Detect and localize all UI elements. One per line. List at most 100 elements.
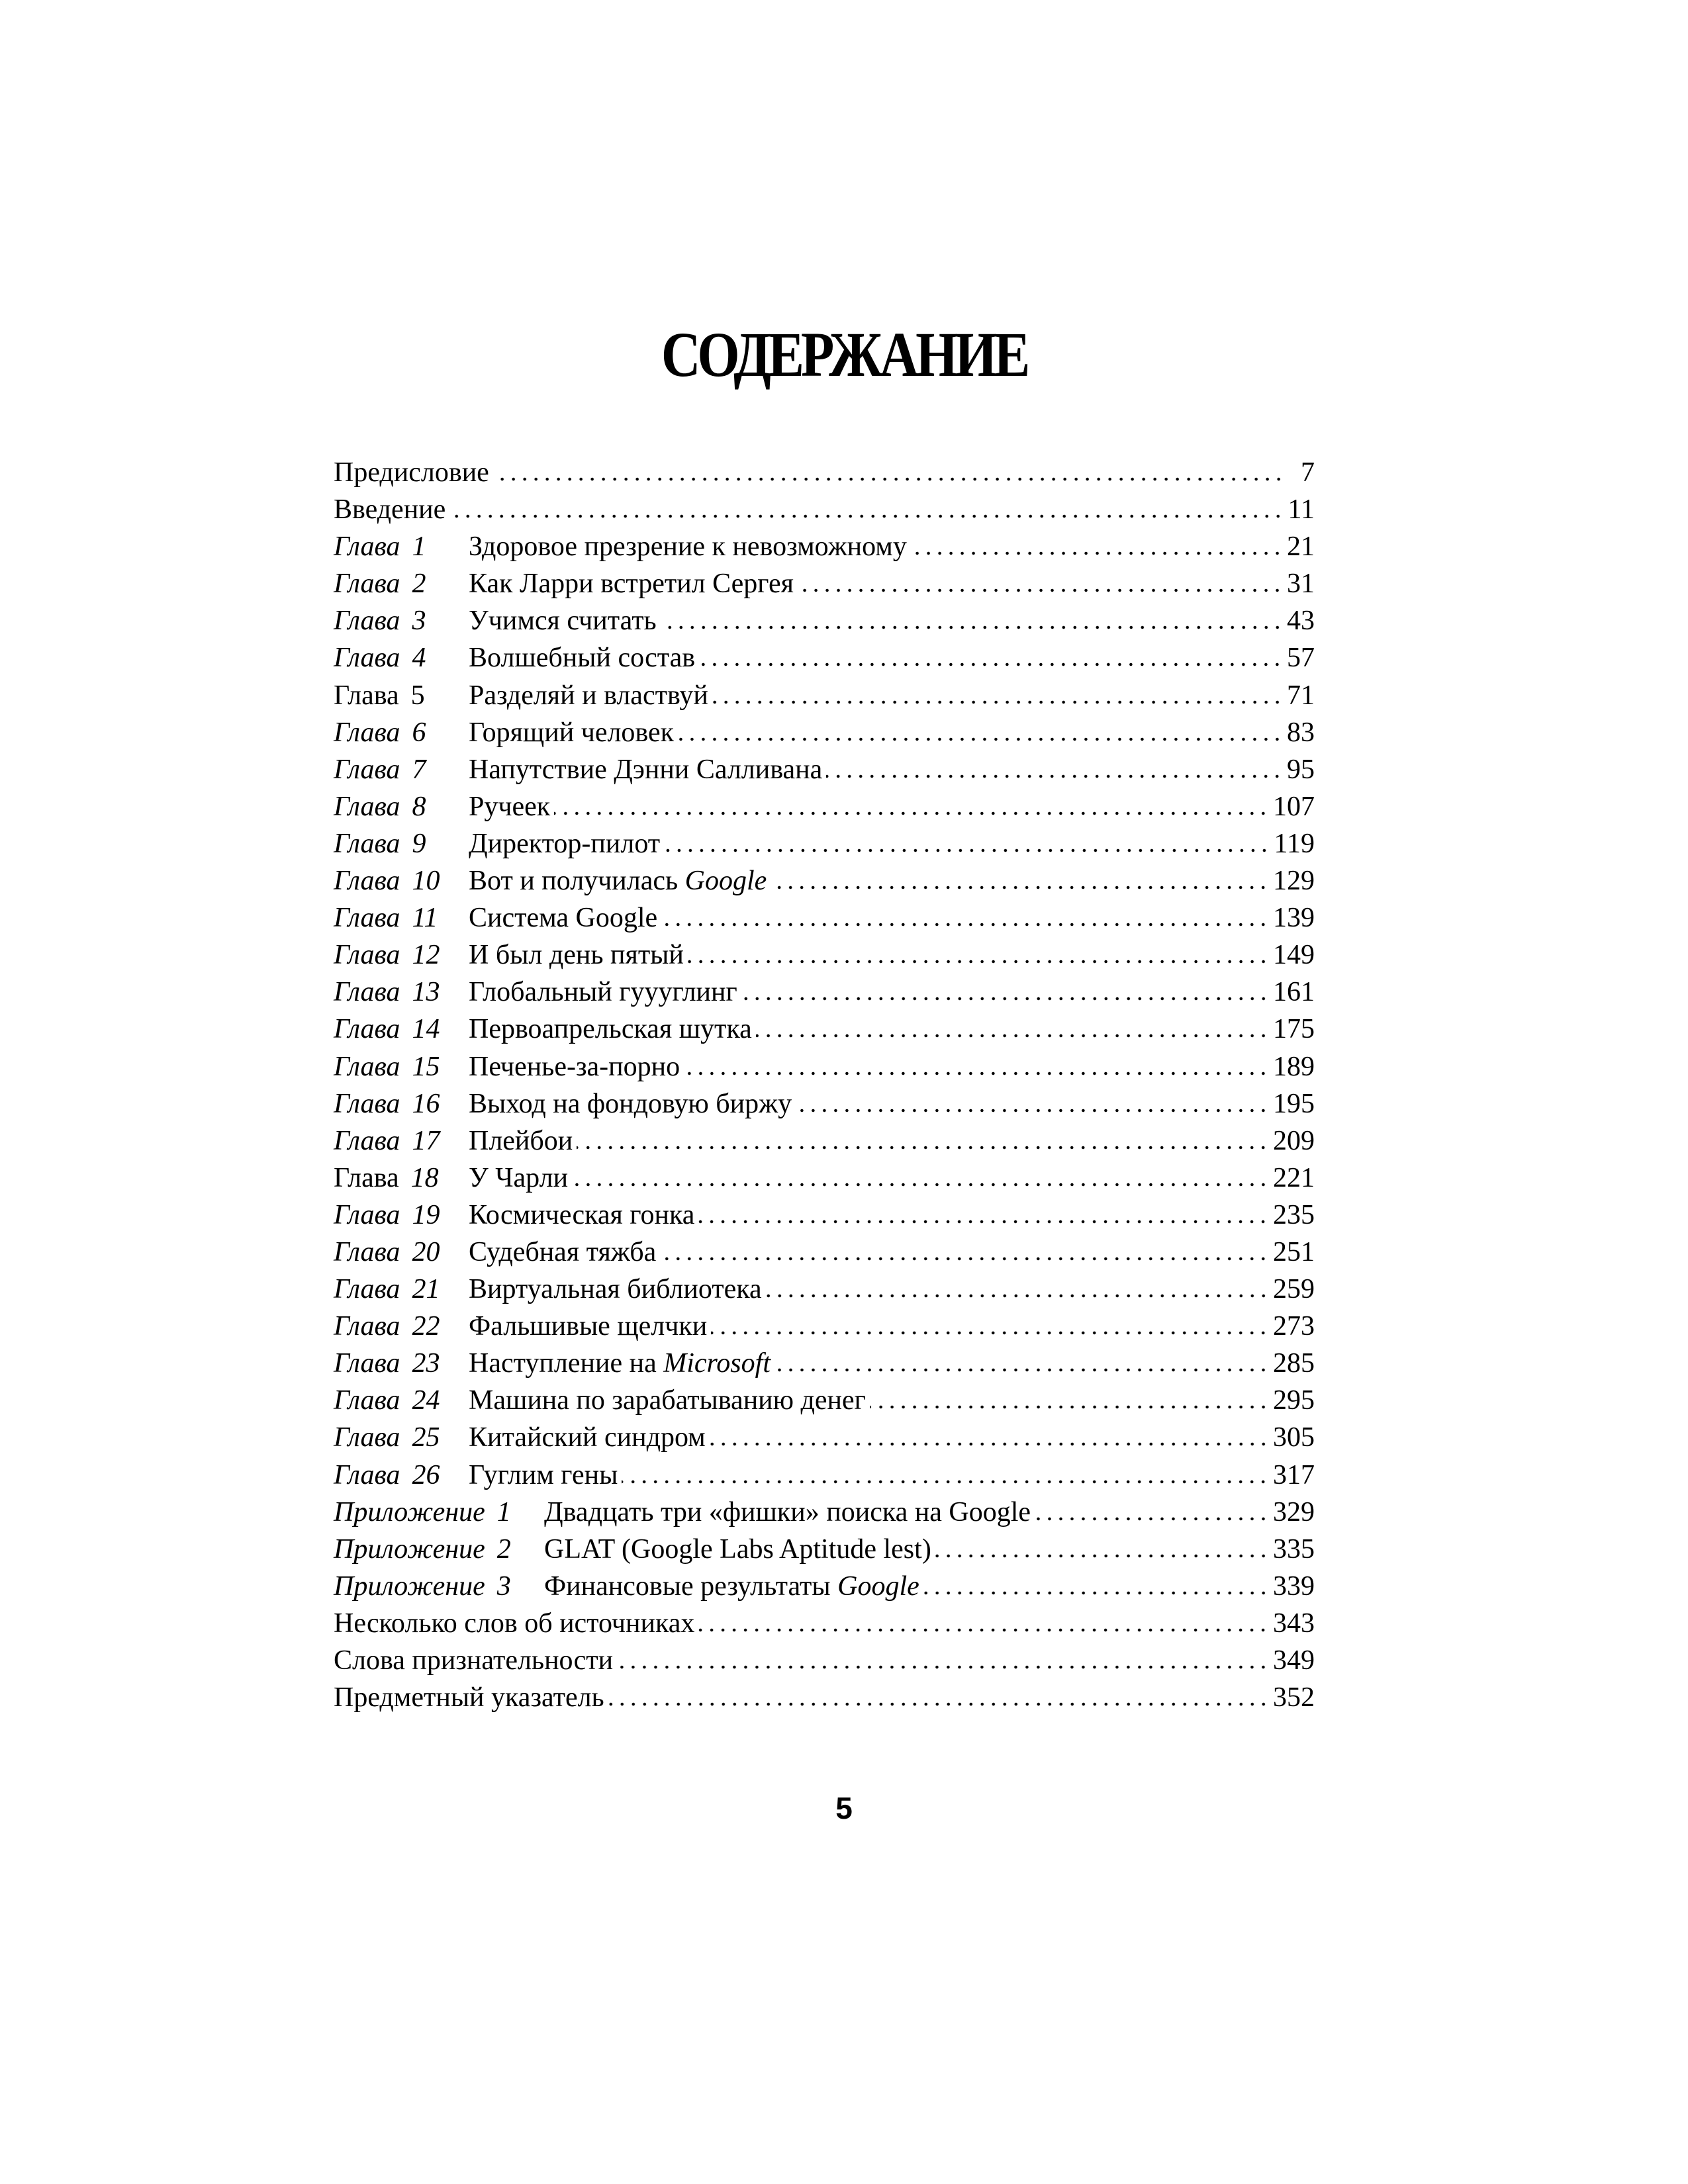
entry-label-number: 16 <box>412 1088 440 1119</box>
toc-entry[interactable]: Несколько слов об источниках 343 <box>334 1608 1315 1645</box>
entry-page-number: 305 <box>1273 1422 1315 1453</box>
entry-title-text: Разделяй и властвуй <box>469 680 708 711</box>
toc-entry[interactable]: Глава 19 Космическая гонка 235 <box>334 1199 1315 1236</box>
toc-entry[interactable]: Глава 10 Вот и получилась Google 129 <box>334 865 1315 902</box>
entry-title: Наступление на Microsoft <box>469 1347 771 1379</box>
entry-page-number: 175 <box>1273 1014 1315 1045</box>
entry-title-text: Финансовые результаты <box>544 1570 838 1602</box>
entry-title-text: Как Ларри встретил Сергея <box>469 569 794 600</box>
toc-entry[interactable]: Глава 13 Глобальный гуууглинг 161 <box>334 976 1315 1013</box>
entry-title: Гуглим гены <box>469 1459 618 1491</box>
dot-leader <box>678 737 1283 741</box>
entry-label-word: Глава <box>334 977 400 1008</box>
entry-label-word: Приложение <box>334 1570 485 1602</box>
dot-leader <box>935 1553 1269 1558</box>
entry-title-text: Фальшивые щелчки <box>469 1311 708 1342</box>
entry-title-text: Гуглим гены <box>469 1459 618 1490</box>
toc-entry[interactable]: Глава 18 У Чарли 221 <box>334 1162 1315 1199</box>
dot-leader <box>687 960 1269 964</box>
toc-entry[interactable]: Глава 4 Волшебный состав 57 <box>334 642 1315 679</box>
entry-page-number: 259 <box>1273 1274 1315 1305</box>
entry-page-number: 349 <box>1273 1645 1315 1676</box>
toc-entry[interactable]: Предисловие 7 <box>334 457 1315 494</box>
entry-label-number: 2 <box>496 1533 511 1565</box>
toc-entry[interactable]: Предметный указатель 352 <box>334 1682 1315 1719</box>
toc-entry[interactable]: Глава 9 Директор-пилот 119 <box>334 828 1315 865</box>
toc-entry[interactable]: Глава 11 Система Google 139 <box>334 902 1315 939</box>
entry-title-text: Космическая гонка <box>469 1199 695 1230</box>
entry-title-emphasis: Google <box>684 866 767 897</box>
entry-title-text: Напутствие Дэнни Салливана <box>469 754 823 785</box>
entry-label: Глава 24 <box>334 1385 469 1416</box>
entry-title-text: Слова признательности <box>334 1645 614 1676</box>
page-title: СОДЕРЖАНИЕ <box>661 319 1030 390</box>
entry-label-number: 24 <box>412 1385 440 1416</box>
entry-page-number: 119 <box>1274 828 1315 859</box>
toc-entry[interactable]: Глава 17 Плейбои 209 <box>334 1125 1315 1162</box>
dot-leader <box>699 662 1283 667</box>
entry-page-number: 83 <box>1287 717 1315 748</box>
entry-title: Судебная тяжба <box>469 1236 656 1268</box>
entry-page-number: 221 <box>1273 1162 1315 1193</box>
entry-title-text: Здоровое презрение к невозможному <box>469 531 907 563</box>
entry-page-number: 195 <box>1273 1088 1315 1119</box>
toc-entry[interactable]: Глава 2 Как Ларри встретил Сергея 31 <box>334 568 1315 605</box>
dot-leader <box>774 1368 1269 1373</box>
toc-entry[interactable]: Слова признательности 349 <box>334 1645 1315 1682</box>
entry-page-number: 335 <box>1273 1533 1315 1565</box>
toc-entry[interactable]: Глава 16 Выход на фондовую биржу 195 <box>334 1088 1315 1125</box>
toc-entry[interactable]: Приложение 2 GLAT (Google Labs Aptitude le… <box>334 1533 1315 1570</box>
toc-entry[interactable]: Приложение 1 Двадцать три «фишки» поиска н… <box>334 1496 1315 1533</box>
toc-entry[interactable]: Глава 8 Ручеек 107 <box>334 791 1315 828</box>
entry-title: У Чарли <box>469 1162 568 1194</box>
entry-title-text: У Чарли <box>469 1162 569 1193</box>
entry-label-word: Глава <box>334 680 399 711</box>
toc-entry[interactable]: Глава 1 Здоровое презрение к невозможному 2… <box>334 531 1315 568</box>
dot-leader <box>797 588 1283 593</box>
entry-title-text: Горящий человек <box>469 717 675 748</box>
dot-leader <box>712 700 1283 704</box>
entry-label-word: Глава <box>334 1236 400 1267</box>
entry-title-text: Введение <box>334 494 446 525</box>
entry-label: Глава 9 <box>334 828 469 860</box>
toc-entry[interactable]: Глава 21 Виртуальная библиотека 259 <box>334 1273 1315 1310</box>
toc-entry[interactable]: Глава 22 Фальшивые щелчки 273 <box>334 1310 1315 1347</box>
toc-entry[interactable]: Глава 5 Разделяй и властвуй 71 <box>334 680 1315 717</box>
toc-entry[interactable]: Глава 3 Учимся считать 43 <box>334 605 1315 642</box>
entry-title-text: Печенье-за-порно <box>469 1051 680 1082</box>
toc-entry[interactable]: Глава 7 Напутствие Дэнни Салливана 95 <box>334 754 1315 791</box>
entry-page-number: 339 <box>1273 1570 1315 1602</box>
toc-entry[interactable]: Глава 14 Первоапрельская шутка 175 <box>334 1013 1315 1050</box>
toc-entry[interactable]: Глава 6 Горящий человек 83 <box>334 717 1315 754</box>
entry-label-word: Глава <box>334 531 400 563</box>
toc-entry[interactable]: Глава 26 Гуглим гены 317 <box>334 1459 1315 1496</box>
dot-leader <box>660 1256 1269 1261</box>
entry-label: Приложение 3 <box>334 1570 544 1602</box>
entry-title: Введение <box>334 494 445 525</box>
entry-label-number: 4 <box>412 643 426 674</box>
toc-entry[interactable]: Глава 15 Печенье-за-порно 189 <box>334 1051 1315 1088</box>
entry-label-word: Приложение <box>334 1496 485 1527</box>
toc-entry[interactable]: Глава 12 И был день пятый 149 <box>334 939 1315 976</box>
entry-label-word: Приложение <box>334 1533 485 1565</box>
entry-label-word: Глава <box>334 1125 400 1156</box>
entry-label: Глава 16 <box>334 1088 469 1120</box>
toc-entry[interactable]: Приложение 3 Финансовые результаты Google 3… <box>334 1570 1315 1608</box>
entry-title-emphasis: Microsoft <box>663 1348 771 1379</box>
entry-title-emphasis: Google <box>837 1570 919 1602</box>
entry-page-number: 235 <box>1273 1199 1315 1230</box>
toc-entry[interactable]: Введение 11 <box>334 494 1315 531</box>
entry-label: Глава 25 <box>334 1422 469 1453</box>
toc-entry[interactable]: Глава 23 Наступление на Microsoft 285 <box>334 1347 1315 1385</box>
entry-title: GLAT (Google Labs Aptitude lest) <box>544 1533 931 1565</box>
toc-entry[interactable]: Глава 20 Судебная тяжба 251 <box>334 1236 1315 1273</box>
entry-page-number: 251 <box>1273 1236 1315 1267</box>
entry-page-number: 285 <box>1273 1348 1315 1379</box>
dot-leader <box>577 1145 1269 1150</box>
entry-label-word: Глава <box>334 754 400 785</box>
dot-leader <box>449 514 1284 519</box>
entry-label: Глава 26 <box>334 1459 469 1491</box>
entry-label-word: Глава <box>334 1199 400 1230</box>
toc-entry[interactable]: Глава 24 Машина по зарабатыванию денег 295 <box>334 1385 1315 1422</box>
toc-entry[interactable]: Глава 25 Китайский синдром 305 <box>334 1422 1315 1459</box>
